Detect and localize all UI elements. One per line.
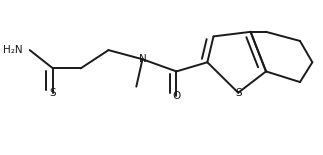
Text: O: O <box>172 91 181 101</box>
Text: H₂N: H₂N <box>3 45 23 55</box>
Text: S: S <box>235 88 242 98</box>
Text: N: N <box>139 54 146 64</box>
Text: S: S <box>50 88 56 98</box>
